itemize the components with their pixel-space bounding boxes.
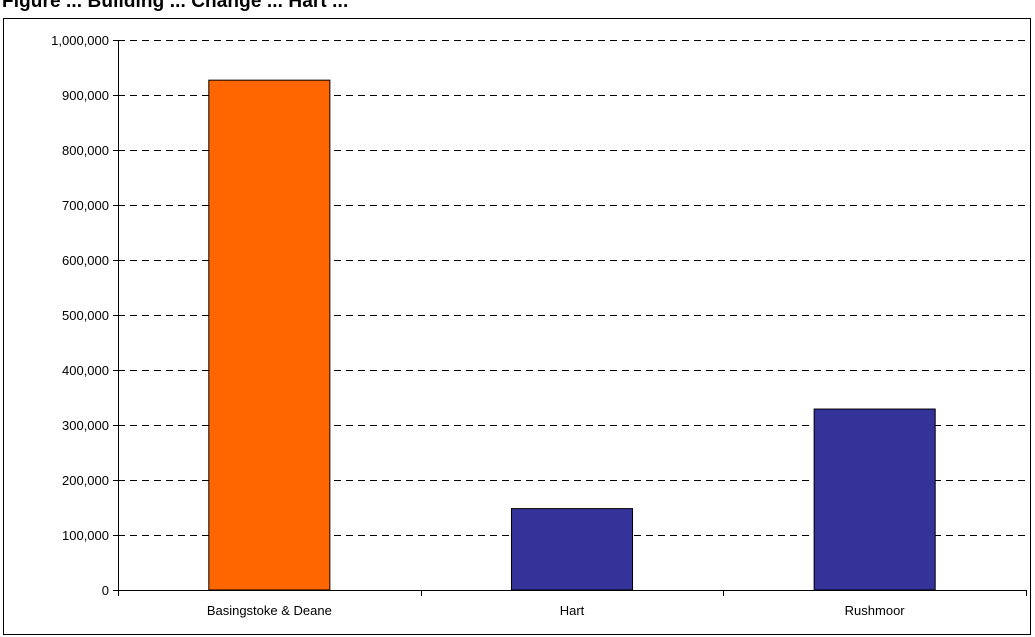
y-tick-label-700000: 700,000 bbox=[62, 198, 109, 213]
x-tick-labels: Basingstoke & Deane Hart Rushmoor bbox=[207, 603, 906, 618]
y-tick-label-100000: 100,000 bbox=[62, 528, 109, 543]
bar-1 bbox=[510, 508, 634, 591]
y-tick-label-300000: 300,000 bbox=[62, 418, 109, 433]
bar-2 bbox=[813, 408, 936, 591]
x-tick-label-1: Hart bbox=[560, 603, 585, 618]
bar-0 bbox=[208, 79, 331, 591]
y-tick-label-400000: 400,000 bbox=[62, 363, 109, 378]
y-tick-label-600000: 600,000 bbox=[62, 253, 109, 268]
y-tick-label-0: 0 bbox=[102, 583, 109, 598]
axes bbox=[113, 40, 1027, 596]
y-tick-label-200000: 200,000 bbox=[62, 473, 109, 488]
y-tick-labels: 0 100,000 200,000 300,000 400,000 500,000 600,… bbox=[51, 33, 109, 598]
figure-title-text: Figure ... Building ... Change ... Hart … bbox=[2, 0, 349, 12]
y-tick-label-1000000: 1,000,000 bbox=[51, 33, 109, 48]
bar-chart: 0 100,000 200,000 300,000 400,000 500,000 600,… bbox=[51, 33, 1027, 618]
chart-frame: 0 100,000 200,000 300,000 400,000 500,000 600,… bbox=[3, 18, 1031, 635]
bars bbox=[208, 79, 936, 591]
x-tick-label-0: Basingstoke & Deane bbox=[207, 603, 332, 618]
figure-title-cropped: Figure ... Building ... Change ... Hart … bbox=[2, 0, 348, 13]
x-tick-label-2: Rushmoor bbox=[845, 603, 906, 618]
y-tick-label-900000: 900,000 bbox=[62, 88, 109, 103]
y-tick-label-800000: 800,000 bbox=[62, 143, 109, 158]
y-tick-label-500000: 500,000 bbox=[62, 308, 109, 323]
